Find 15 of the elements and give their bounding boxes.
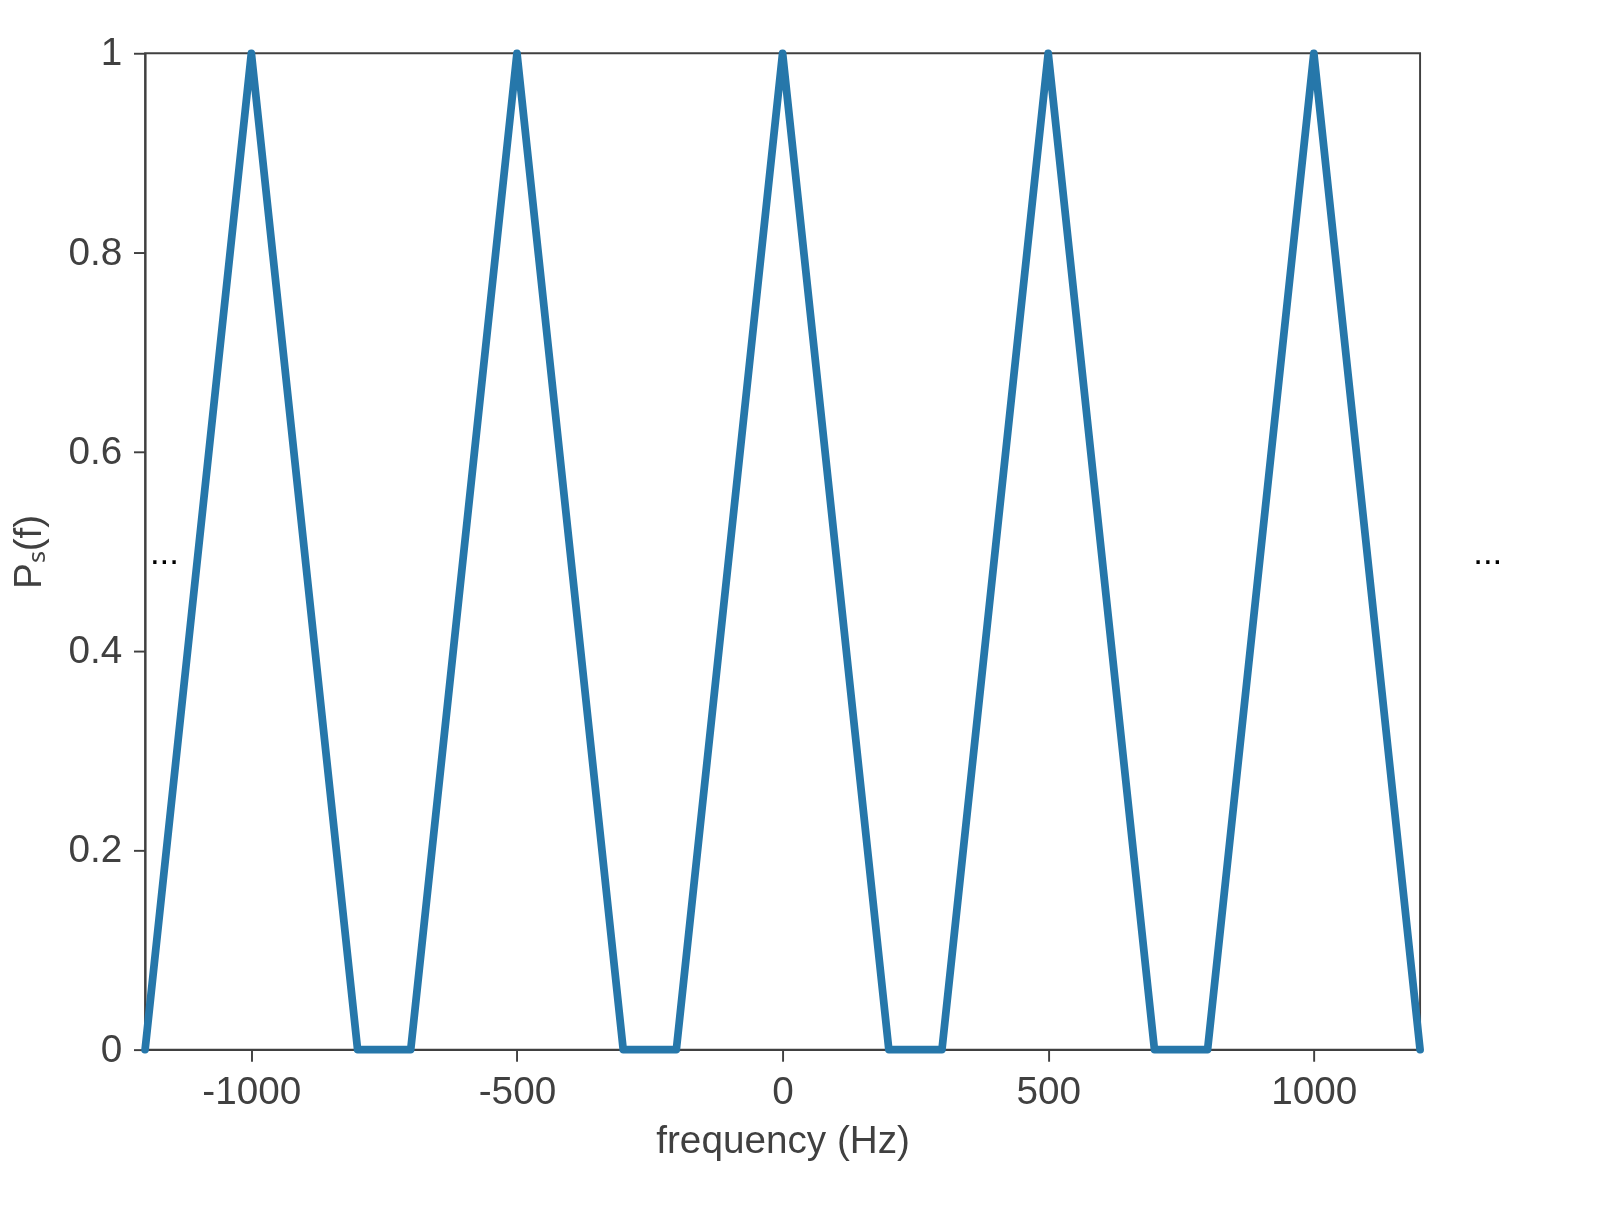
x-axis-title: frequency (Hz)	[656, 1117, 910, 1161]
x-tick-label: -1000	[202, 1069, 302, 1113]
x-tick-label: 0	[772, 1069, 794, 1113]
x-tick-label: 1000	[1271, 1069, 1358, 1113]
text: ...	[1473, 531, 1503, 571]
y-tick-label: 0.8	[68, 229, 123, 273]
y-tick-label: 0.2	[68, 827, 123, 871]
y-axis-title: Pₛ(f)	[6, 514, 50, 590]
x-tick-label: 500	[1016, 1069, 1081, 1113]
y-tick-label: 0.6	[68, 428, 123, 472]
y-tick-label: 1	[100, 30, 123, 74]
annotation: ...	[149, 531, 179, 571]
x-tick-label: -500	[478, 1069, 557, 1113]
y-tick-label: 0.4	[68, 628, 123, 672]
y-tick-label: 0	[100, 1026, 123, 1070]
